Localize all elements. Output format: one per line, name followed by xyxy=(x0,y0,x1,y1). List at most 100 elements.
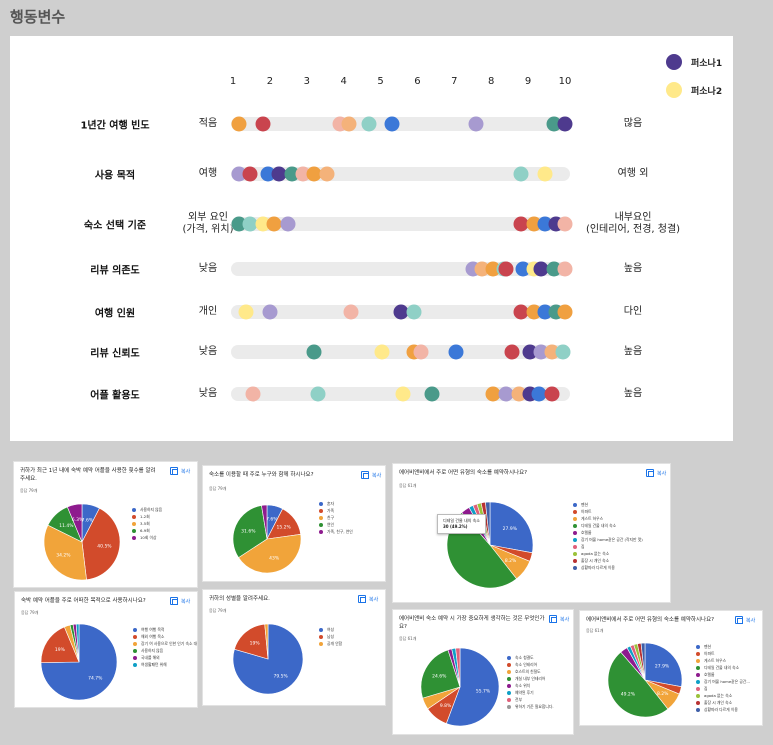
legend-swatch xyxy=(507,676,511,681)
persona-dot xyxy=(280,216,296,232)
pie-legend: 펜션 아파트 게스트 하우스 디테일 건물 내의 숙소 호텔룸 장기 머물 home같은 … xyxy=(573,501,643,571)
page-title: 행동변수 xyxy=(10,8,66,26)
persona1-dot xyxy=(666,54,682,70)
copy-button[interactable]: 복사 xyxy=(735,616,755,624)
persona-dot xyxy=(544,386,560,402)
pie-legend-item: 예약된 후기 xyxy=(507,689,554,696)
legend-text: 연인 xyxy=(327,521,334,527)
copy-button[interactable]: 복사 xyxy=(358,595,378,603)
legend-text: 남성 xyxy=(327,633,334,639)
scale-low-label: 낮음 xyxy=(198,388,218,399)
copy-icon xyxy=(646,469,654,477)
pie-slice xyxy=(640,642,646,681)
persona-dot xyxy=(238,304,254,320)
scale-high-label: 높음 xyxy=(623,346,643,357)
survey-card-companion: 숙소를 이용할 때 주로 누구와 함께 하시나요? 응답 79개 복사 7.6%… xyxy=(202,465,386,582)
survey-card-gender: 귀하의 성별을 알려주세요. 응답 79개 복사 79.5% 19% 여성 남성 공개… xyxy=(202,589,386,706)
copy-button[interactable]: 복사 xyxy=(646,469,666,477)
legend-swatch xyxy=(319,501,323,506)
copy-button[interactable]: 복사 xyxy=(549,615,569,623)
variable-label: 리뷰 신뢰도 xyxy=(90,348,140,360)
pie-chart: 55.7% 9.8% 24.6% xyxy=(420,647,500,727)
copy-button[interactable]: 복사 xyxy=(170,597,190,605)
card-question: 숙박 예약 어플을 주로 어떠한 목적으로 사용하시나요? xyxy=(21,598,146,604)
persona-dot xyxy=(374,344,390,360)
pie-legend-item: 집 xyxy=(573,543,643,550)
pie-legend: 펜션 아파트 게스트 하우스 디테일 건물 내의 숙소 호텔룸 장기 머물 home같은 … xyxy=(696,643,750,713)
persona-dot xyxy=(343,304,359,320)
legend-text: 예약된 후기 xyxy=(515,689,534,695)
variable-label: 여행 인원 xyxy=(94,308,136,320)
legend-text: 해외 여행 목소 xyxy=(141,633,165,639)
legend-text: 게스트 하우스 xyxy=(581,515,604,521)
pie-legend-item: 상황따라 다르게 이용 xyxy=(573,564,643,571)
legend-text: 여성 xyxy=(327,626,334,632)
persona-dot xyxy=(557,261,573,277)
scale-number: 4 xyxy=(340,76,347,87)
pie-legend-item: 여행 여행 목적 xyxy=(133,626,197,633)
pie-slice-label: 79.5% xyxy=(273,673,288,679)
card-question: 에어비앤비 숙소 예약 시 가장 중요하게 생각하는 것은 무엇인가요? xyxy=(399,616,545,630)
pie-legend-item: 출장 시 개인 숙소 xyxy=(573,557,643,564)
legend-swatch xyxy=(507,690,511,695)
legend-swatch xyxy=(133,655,137,660)
pie-legend: 숙소 청결도 숙소 인테리어 호스트의 친절도 개실 내부 인테리어 숙소 위치 예약된 … xyxy=(507,654,554,710)
legend-label: 퍼소나1 xyxy=(691,58,723,69)
persona-dot xyxy=(504,344,519,360)
card-response-count: 응답 61개 xyxy=(399,636,417,641)
pie-slice-label: 27.9% xyxy=(655,663,670,669)
legend-swatch xyxy=(696,686,700,691)
legend-swatch xyxy=(696,644,700,649)
pie-chart: 7.6% 40.5% 34.2% 11.4%6.3% xyxy=(43,503,121,581)
copy-icon xyxy=(735,616,743,624)
persona-dot xyxy=(557,304,573,320)
pie-slice xyxy=(644,642,683,688)
card-question: 귀하가 최근 1년 내에 숙박 예약 어플을 사용한 횟수를 알려주세요. xyxy=(20,468,156,482)
legend-text: 디테일 건물 내의 숙소 xyxy=(704,664,740,670)
pie-chart: 27.9% 8.2% 49.2% xyxy=(607,642,683,718)
legend-swatch xyxy=(133,634,137,639)
scale-number: 2 xyxy=(266,76,274,87)
survey-card-airbnb-priority: 에어비앤비 숙소 예약 시 가장 중요하게 생각하는 것은 무엇인가요? 응답 … xyxy=(392,609,574,735)
scale-number: 10 xyxy=(558,76,572,87)
legend-swatch xyxy=(573,565,577,570)
pie-slice xyxy=(40,623,118,701)
variable-label: 사용 목적 xyxy=(94,170,136,182)
legend-swatch xyxy=(507,662,511,667)
copy-button[interactable]: 복사 xyxy=(170,467,190,475)
scale-number: 7 xyxy=(451,76,458,87)
persona-dot xyxy=(306,344,322,360)
persona-dot xyxy=(266,216,282,232)
pie-slice xyxy=(261,504,268,540)
persona-dot xyxy=(485,386,501,402)
legend-swatch xyxy=(696,665,700,670)
legend-text: 상황따라 다르게 이용 xyxy=(581,564,615,570)
legend-swatch xyxy=(507,669,511,674)
pie-slice-label: 19% xyxy=(55,647,66,653)
pie-legend-item: 펜션 xyxy=(573,501,643,508)
card-response-count: 응답 61개 xyxy=(399,483,417,488)
pie-slice xyxy=(232,623,304,695)
survey-card-usage-count: 귀하가 최근 1년 내에 숙박 예약 어플을 사용한 횟수를 알려주세요. 응답… xyxy=(13,461,198,588)
legend-swatch xyxy=(573,537,577,542)
scale-low-label: 낮음 xyxy=(198,263,218,274)
scale-number: 9 xyxy=(524,76,532,87)
pie-chart: 7.6% 15.2% 43% 31.6% xyxy=(232,504,302,574)
persona-dot xyxy=(242,166,258,182)
pie-chart: 74.7% 19% xyxy=(40,623,118,701)
persona-dot xyxy=(413,344,429,360)
scale-number: 6 xyxy=(414,76,421,87)
persona-dot xyxy=(242,216,258,232)
legend-text: 호텔룸 xyxy=(581,529,592,535)
pie-legend-item: 공개 안함 xyxy=(319,640,342,647)
copy-button[interactable]: 복사 xyxy=(361,471,381,479)
legend-text: 디테일 건물 내의 숙소 xyxy=(581,522,617,528)
scale-high-label: 많음 xyxy=(623,118,643,129)
legend-swatch xyxy=(133,641,137,646)
legend-text: 혼자 xyxy=(327,500,334,506)
pie-legend-item: 숙소 청결도 xyxy=(507,654,554,661)
variable-label: 리뷰 의존도 xyxy=(90,265,140,277)
scale-number: 5 xyxy=(377,76,384,87)
persona-dot xyxy=(406,304,422,320)
legend-text: 친구 xyxy=(327,514,334,520)
